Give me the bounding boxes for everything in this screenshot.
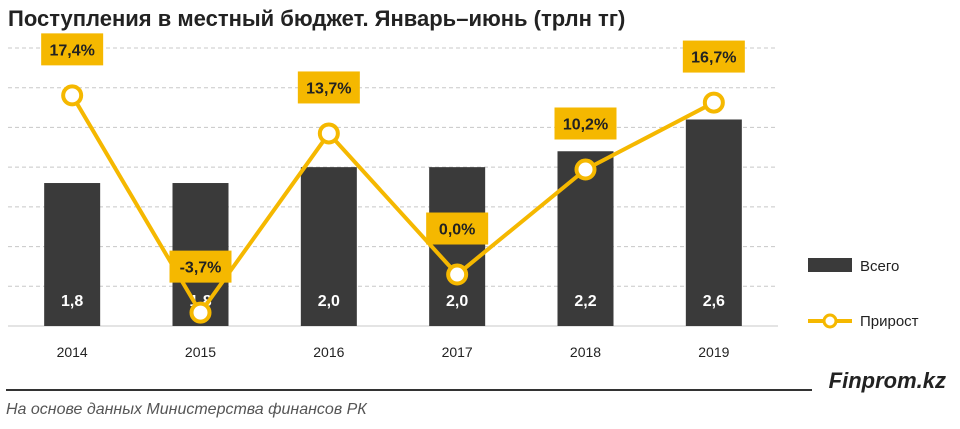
brand-watermark: Finprom.kz (828, 368, 946, 393)
growth-label-box (682, 40, 745, 73)
bar-value-label: 1,8 (61, 293, 83, 310)
growth-value-label: -3,7% (180, 260, 222, 277)
growth-label-box (297, 71, 360, 104)
x-tick-label: 2019 (698, 344, 729, 360)
legend-label-total: Всего (860, 258, 899, 275)
growth-label-box (41, 33, 104, 66)
bar (300, 167, 357, 326)
x-tick-label: 2018 (570, 344, 601, 360)
bar-value-label: 2,6 (703, 293, 725, 310)
growth-point (574, 158, 597, 181)
growth-point (61, 84, 84, 107)
growth-point (702, 91, 725, 114)
bar-value-label: 2,0 (318, 293, 340, 310)
footer-rule (6, 389, 812, 391)
growth-value-label: 10,2% (563, 116, 608, 133)
growth-label-box (554, 107, 617, 140)
growth-line (70, 94, 715, 315)
x-tick-label: 2014 (57, 344, 88, 360)
growth-value-label: 0,0% (439, 222, 475, 239)
x-tick-label: 2015 (185, 344, 216, 360)
bar (685, 119, 742, 326)
bar-value-label: 2,2 (574, 293, 596, 310)
growth-label-box (426, 212, 489, 245)
growth-point (446, 263, 469, 286)
bar (44, 183, 101, 326)
source-note: На основе данных Министерства финансов Р… (6, 401, 367, 418)
x-tick-label: 2016 (313, 344, 344, 360)
chart-title: Поступления в местный бюджет. Январь–июн… (8, 6, 626, 31)
bar-value-label: 2,0 (446, 293, 468, 310)
growth-label-box (169, 250, 232, 283)
growth-value-label: 16,7% (691, 50, 736, 67)
growth-value-label: 13,7% (306, 80, 351, 97)
legend-marker-growth (822, 313, 838, 329)
growth-point (189, 301, 212, 324)
legend-label-growth: Прирост (860, 313, 919, 330)
bar (429, 167, 486, 326)
legend-swatch-total (808, 258, 852, 272)
growth-value-label: 17,4% (49, 42, 94, 59)
x-tick-label: 2017 (442, 344, 473, 360)
growth-point (317, 122, 340, 145)
